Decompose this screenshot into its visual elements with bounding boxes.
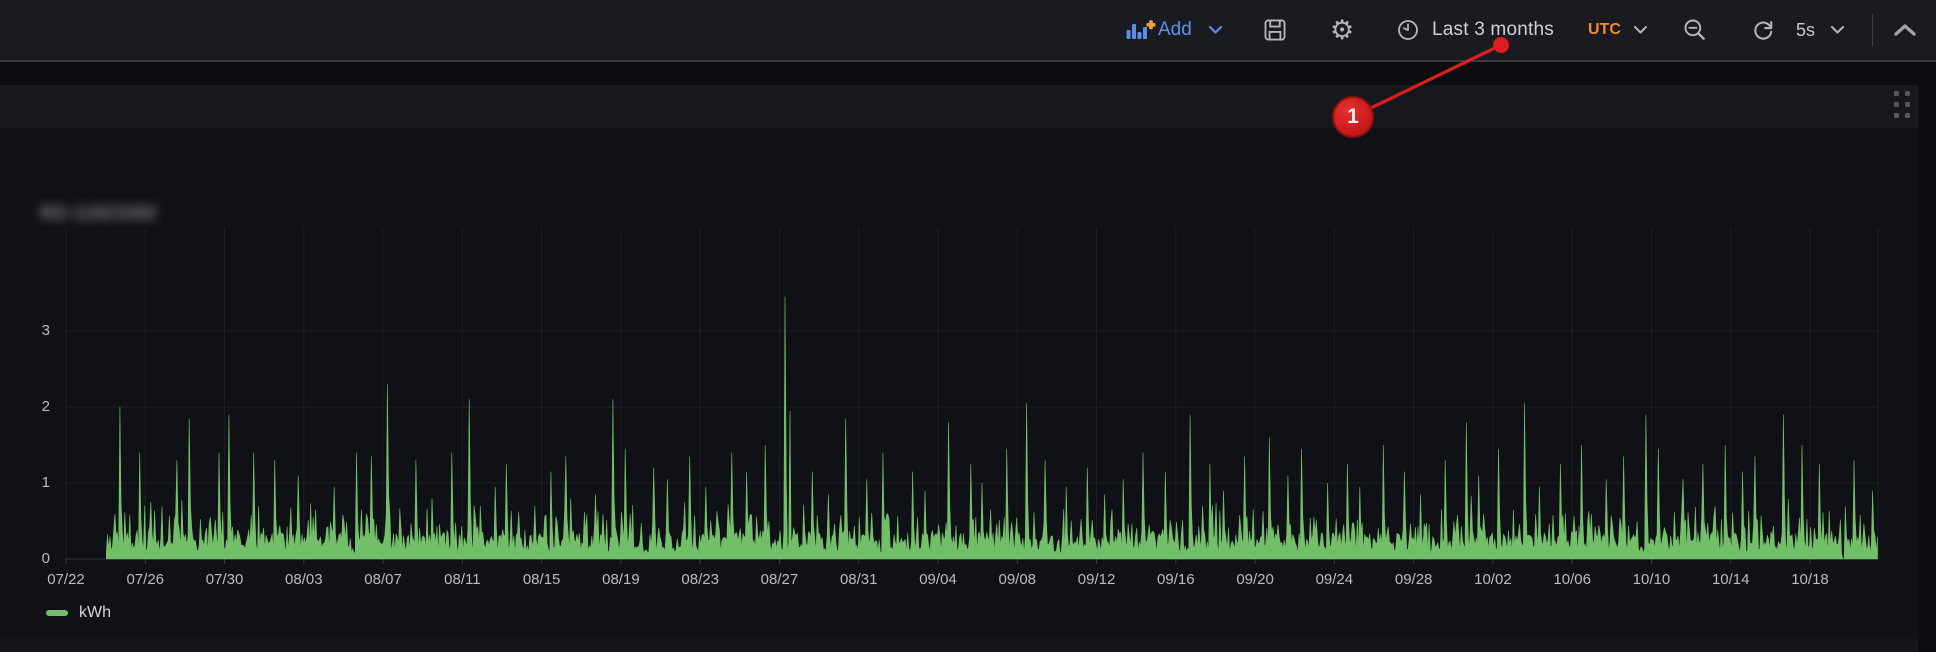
x-tick-label: 09/24	[1315, 571, 1354, 588]
magnifier-minus-icon	[1684, 19, 1705, 40]
x-tick-label: 09/20	[1236, 571, 1274, 588]
collapse-toolbar-button[interactable]	[1894, 0, 1916, 60]
x-tick-label: 09/12	[1077, 571, 1116, 588]
x-tick-label: 10/02	[1474, 571, 1512, 588]
refresh-icon	[1754, 20, 1773, 40]
x-tick-label: 10/10	[1632, 571, 1671, 588]
add-panel-button[interactable]	[1126, 0, 1156, 60]
clock-icon	[1398, 20, 1418, 40]
add-chevron-down-icon[interactable]	[1209, 0, 1222, 60]
grip-dot	[1905, 102, 1910, 107]
x-tick-label: 09/28	[1394, 571, 1433, 588]
save-icon	[1264, 19, 1286, 41]
annotation-badge-number: 1	[1347, 105, 1359, 128]
y-tick-label: 3	[41, 322, 50, 339]
legend-series-swatch	[46, 610, 68, 616]
grip-dot	[1894, 113, 1899, 118]
y-tick-label: 2	[41, 398, 50, 415]
x-tick-label: 08/27	[760, 571, 799, 588]
add-button-label[interactable]: Add	[1158, 19, 1192, 40]
chevron-up-icon	[1894, 24, 1916, 36]
grip-dot	[1894, 102, 1899, 107]
save-dashboard-button[interactable]	[1262, 0, 1288, 60]
legend-item-kwh[interactable]: kWh	[46, 604, 111, 622]
time-range-chevron-down-icon[interactable]	[1634, 0, 1647, 60]
x-tick-label: 10/18	[1791, 571, 1829, 588]
dashboard-settings-button[interactable]: ⚙	[1330, 0, 1354, 60]
panel-header-strip	[0, 85, 1918, 128]
refresh-interval-label[interactable]: 5s	[1796, 19, 1816, 40]
x-tick-label: 07/22	[47, 571, 85, 588]
x-tick-label: 08/03	[285, 571, 323, 588]
dashboard-toolbar: Add ⚙ Last 3 months UTC	[0, 0, 1936, 62]
x-tick-label: 09/04	[919, 571, 957, 588]
refresh-button[interactable]	[1750, 0, 1776, 60]
zoom-out-button[interactable]	[1682, 0, 1708, 60]
grip-dot	[1905, 113, 1910, 118]
x-tick-label: 09/08	[998, 571, 1037, 588]
toolbar-divider	[1872, 14, 1873, 46]
timezone-label[interactable]: UTC	[1588, 21, 1621, 38]
panel-footer-strip	[0, 639, 1918, 652]
time-range-label[interactable]: Last 3 months	[1432, 19, 1554, 40]
x-tick-label: 08/19	[602, 571, 640, 588]
annotation-badge-1: 1	[1332, 96, 1374, 138]
legend-series-label: kWh	[79, 604, 111, 621]
x-tick-label: 08/15	[522, 571, 561, 588]
panel-title-redacted[interactable]: RD-11923392	[40, 203, 158, 223]
grip-dot	[1894, 91, 1899, 96]
bar-chart-plus-icon	[1126, 20, 1156, 39]
gear-icon: ⚙	[1330, 14, 1355, 45]
grip-dot	[1905, 91, 1910, 96]
x-tick-label: 10/14	[1711, 571, 1750, 588]
refresh-interval-chevron-down-icon[interactable]	[1831, 0, 1844, 60]
x-tick-label: 09/16	[1157, 571, 1195, 588]
x-tick-label: 08/11	[444, 571, 481, 588]
x-tick-label: 07/26	[126, 571, 165, 588]
y-tick-label: 0	[41, 550, 50, 567]
x-tick-label: 08/07	[364, 571, 402, 588]
panel-drag-handle[interactable]	[1894, 91, 1916, 125]
x-tick-label: 10/06	[1553, 571, 1591, 588]
x-tick-label: 07/30	[205, 571, 244, 588]
x-tick-label: 08/31	[839, 571, 878, 588]
time-range-clock-button[interactable]	[1396, 0, 1420, 60]
y-tick-label: 1	[41, 474, 50, 491]
x-tick-label: 08/23	[681, 571, 719, 588]
